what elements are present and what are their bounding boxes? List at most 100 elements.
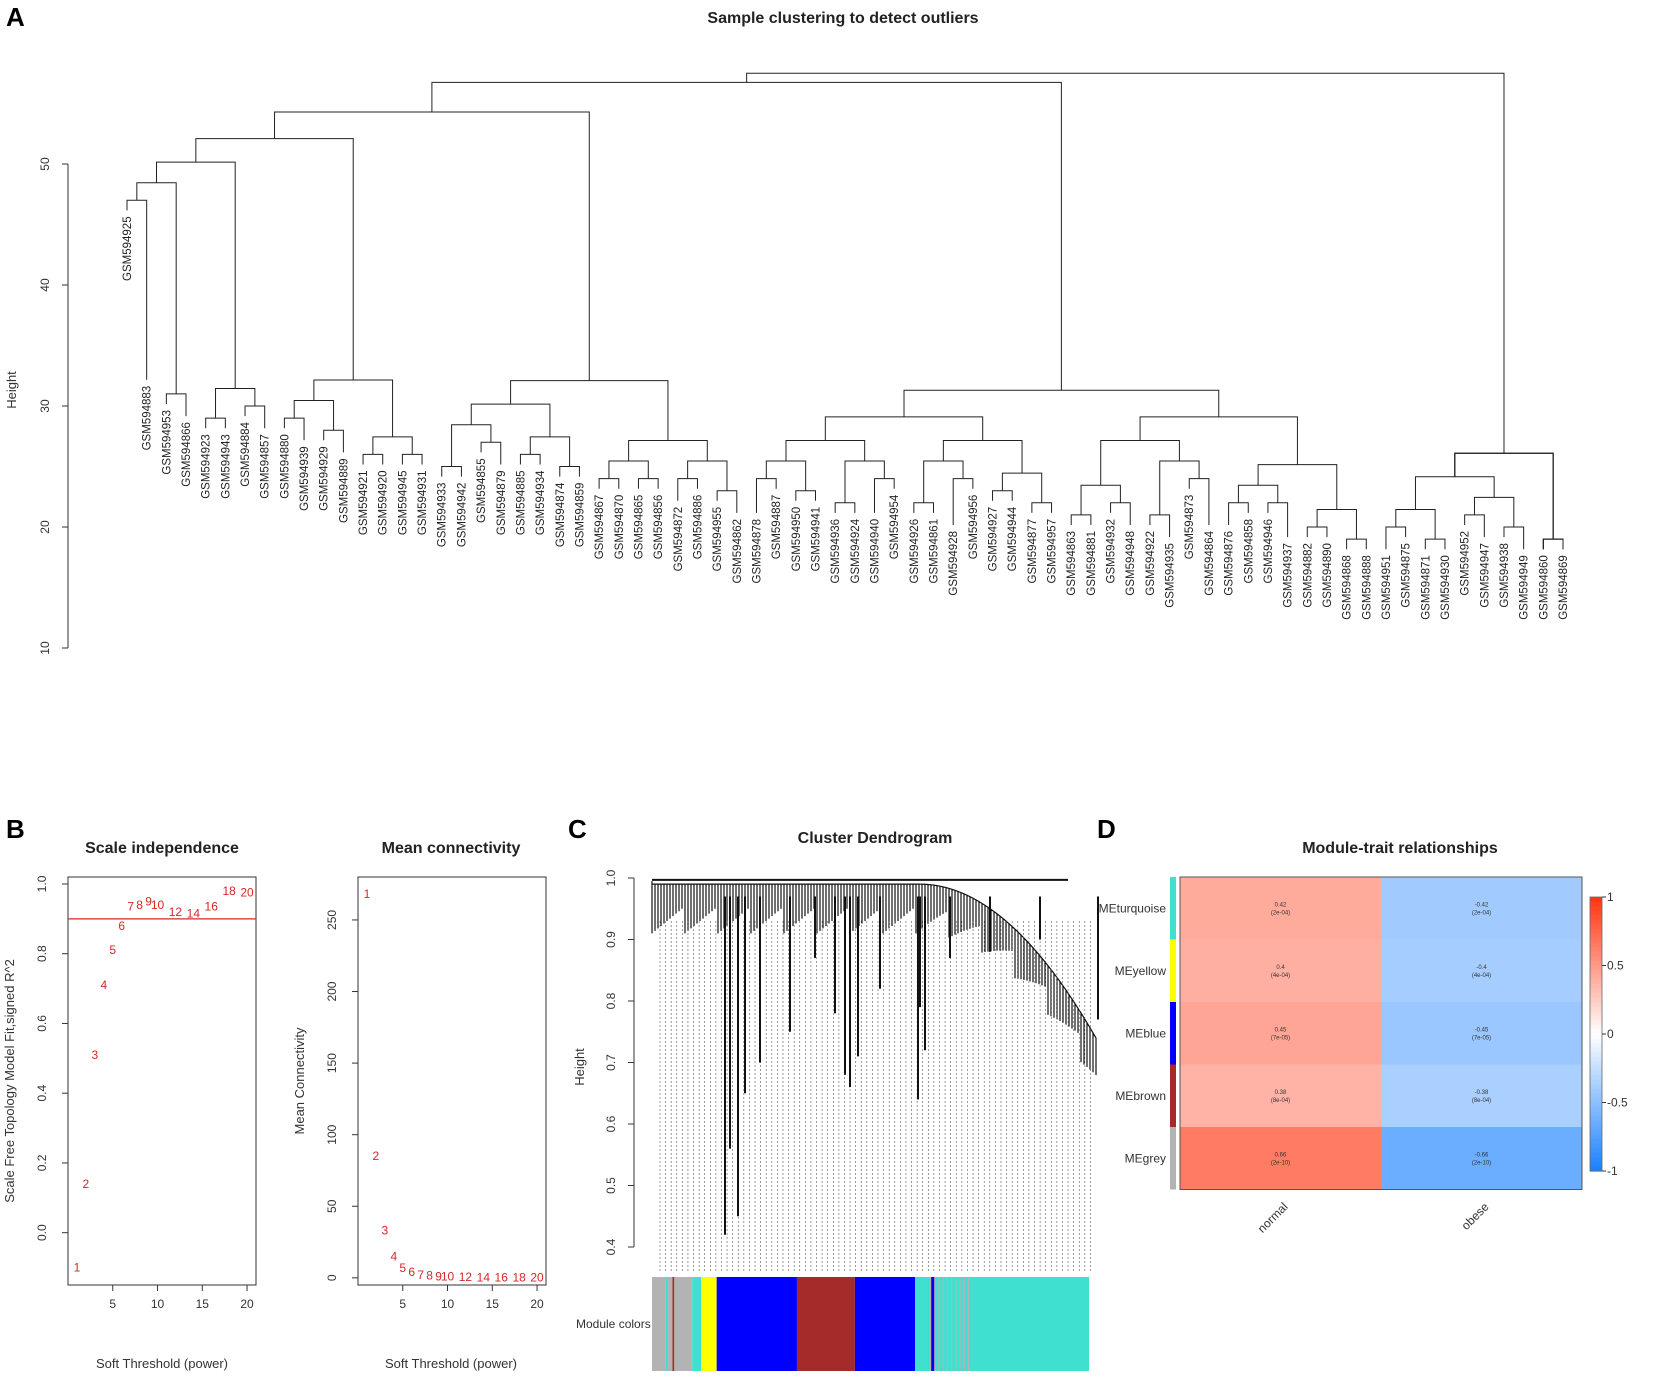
chart-c-title: Cluster Dendrogram xyxy=(798,830,953,847)
chart-a-leaf-label: GSM594865 xyxy=(633,495,645,560)
legend-gradient-step xyxy=(1590,928,1602,935)
heatmap-cell-value: -0.4 xyxy=(1476,965,1487,971)
chart-a-leaf-label: GSM594949 xyxy=(1519,555,1531,620)
heatmap-row-label: MEgrey xyxy=(1125,1151,1166,1165)
legend-gradient-step xyxy=(1590,897,1602,903)
legend-gradient-step xyxy=(1590,1157,1602,1163)
heatmap-row-labels: MEturquoise MEyellow MEblue MEbrown MEgrey xyxy=(1099,877,1176,1190)
module-color-segment xyxy=(716,1277,797,1371)
heatmap-cell-pvalue: (2e-04) xyxy=(1271,910,1290,916)
chart-a-leaf-label: GSM594857 xyxy=(260,434,272,499)
chart-b1-ytick-label: 0.2 xyxy=(35,1154,49,1171)
heatmap-cell xyxy=(1180,877,1381,940)
legend-gradient-step xyxy=(1590,1038,1602,1044)
module-color-stripe xyxy=(942,1277,944,1371)
chart-a-leaf-label: GSM594876 xyxy=(1224,531,1236,596)
legend-gradient-step xyxy=(1590,1097,1602,1104)
chart-a-leaf-label: GSM594875 xyxy=(1401,543,1413,608)
legend-gradient-step xyxy=(1590,1015,1602,1021)
chart-a-leaf-label: GSM594868 xyxy=(1342,555,1354,620)
chart-a-leaf-label: GSM594928 xyxy=(948,531,960,596)
legend-gradient-step xyxy=(1590,1166,1602,1172)
legend-tick-label: -1 xyxy=(1607,1164,1618,1178)
chart-b1-ytick-label: 0.8 xyxy=(35,945,49,962)
legend-gradient-step xyxy=(1590,915,1602,921)
chart-a-leaf-label: GSM594878 xyxy=(751,519,763,584)
chart-a-leaf-label: GSM594880 xyxy=(279,434,291,499)
chart-b2-point: 14 xyxy=(477,1270,491,1284)
chart-b2-xtick-label: 5 xyxy=(399,1297,406,1311)
legend-gradient-step xyxy=(1590,1111,1602,1117)
chart-b2-point: 18 xyxy=(512,1271,526,1285)
legend-gradient-step xyxy=(1590,1047,1602,1053)
chart-a-dendrogram xyxy=(126,72,1564,550)
module-color-stripe xyxy=(955,1277,957,1371)
chart-b2-xlabel: Soft Threshold (power) xyxy=(385,1356,517,1371)
chart-b2-point: 6 xyxy=(408,1265,415,1279)
chart-b2-point: 12 xyxy=(459,1270,473,1284)
chart-a-leaf-label: GSM594946 xyxy=(1263,519,1275,584)
heatmap-cell-pvalue: (7e-05) xyxy=(1472,1035,1491,1041)
cluster-dendrogram-chart: Cluster Dendrogram Height 0.40.50.60.70.… xyxy=(572,830,1099,1371)
chart-a-leaf-label: GSM594866 xyxy=(181,422,193,487)
chart-a-leaf-label: GSM594879 xyxy=(496,471,508,536)
heatmap-cell-pvalue: (8e-04) xyxy=(1271,1098,1290,1104)
chart-b2-point: 16 xyxy=(495,1271,509,1285)
chart-a-leaf-label: GSM594939 xyxy=(299,446,311,511)
module-color-stripe xyxy=(951,1277,953,1371)
chart-b2-point: 20 xyxy=(530,1271,544,1285)
legend-gradient-step xyxy=(1590,1002,1602,1008)
mean-connectivity-chart: Mean connectivity Soft Threshold (power)… xyxy=(292,840,547,1371)
module-color-segment xyxy=(701,1277,717,1371)
legend-gradient-step xyxy=(1590,1020,1602,1026)
chart-a-leaf-label: GSM594882 xyxy=(1302,543,1314,608)
chart-a-title: Sample clustering to detect outliers xyxy=(707,10,978,27)
heatmap-cell xyxy=(1180,1127,1381,1190)
chart-a-leaf-label: GSM594929 xyxy=(319,446,331,511)
chart-b2-point: 1 xyxy=(364,887,371,901)
legend-gradient-step xyxy=(1590,988,1602,994)
legend-gradient-step xyxy=(1590,933,1602,939)
chart-a-leaf-label: GSM594858 xyxy=(1243,519,1255,584)
legend-tick-label: 1 xyxy=(1607,890,1614,904)
heatmap-row-label: MEbrown xyxy=(1115,1089,1166,1103)
heatmap-row-color-swatch xyxy=(1170,1127,1176,1190)
chart-a-leaf-label: GSM594952 xyxy=(1460,531,1472,596)
legend-gradient-step xyxy=(1590,1011,1602,1017)
chart-b2-ytick-label: 100 xyxy=(325,1124,339,1144)
chart-c-ytick-label: 0.6 xyxy=(604,1115,618,1132)
chart-b1-point: 7 xyxy=(127,900,134,914)
chart-a-leaf-label: GSM594869 xyxy=(1558,555,1570,620)
heatmap-cell xyxy=(1381,1127,1582,1190)
chart-a-leaf-label: GSM594940 xyxy=(870,519,882,584)
legend-gradient-step xyxy=(1590,901,1602,907)
module-color-segment xyxy=(796,1277,855,1371)
heatmap-cell-value: 0.38 xyxy=(1275,1090,1287,1096)
legend-gradient-step xyxy=(1590,1052,1602,1058)
legend-gradient-step xyxy=(1590,947,1602,953)
chart-a-leaf-label: GSM594927 xyxy=(988,507,1000,572)
chart-a-leaf-label: GSM594863 xyxy=(1066,531,1078,596)
chart-b2-xtick-label: 10 xyxy=(441,1297,455,1311)
module-color-stripe xyxy=(946,1277,948,1371)
chart-a-leaf-label: GSM594931 xyxy=(417,471,429,536)
chart-c-ytick-label: 0.5 xyxy=(604,1177,618,1194)
chart-a-leaf-label: GSM594872 xyxy=(673,507,685,572)
chart-a-leaf-label: GSM594925 xyxy=(122,216,134,281)
heatmap-row-label: MEblue xyxy=(1125,1026,1166,1040)
module-color-segment xyxy=(668,1277,673,1371)
chart-b2-xtick-label: 20 xyxy=(530,1297,544,1311)
chart-a-leaf-label: GSM594881 xyxy=(1086,531,1098,596)
chart-a-leaf-label: GSM594921 xyxy=(358,471,370,536)
module-color-segment xyxy=(930,1277,936,1371)
heatmap-cell-value: -0.45 xyxy=(1475,1027,1489,1033)
scale-independence-chart: Scale independence Soft Threshold (power… xyxy=(2,840,257,1371)
chart-a-leaf-label: GSM594862 xyxy=(732,519,744,584)
legend-gradient-step xyxy=(1590,1024,1602,1031)
module-color-bar xyxy=(652,1277,1090,1371)
heatmap-cell xyxy=(1180,1002,1381,1065)
chart-b1-point: 8 xyxy=(136,898,143,912)
chart-b2-ytick-label: 250 xyxy=(325,910,339,930)
heatmap-border xyxy=(1179,876,1583,1190)
